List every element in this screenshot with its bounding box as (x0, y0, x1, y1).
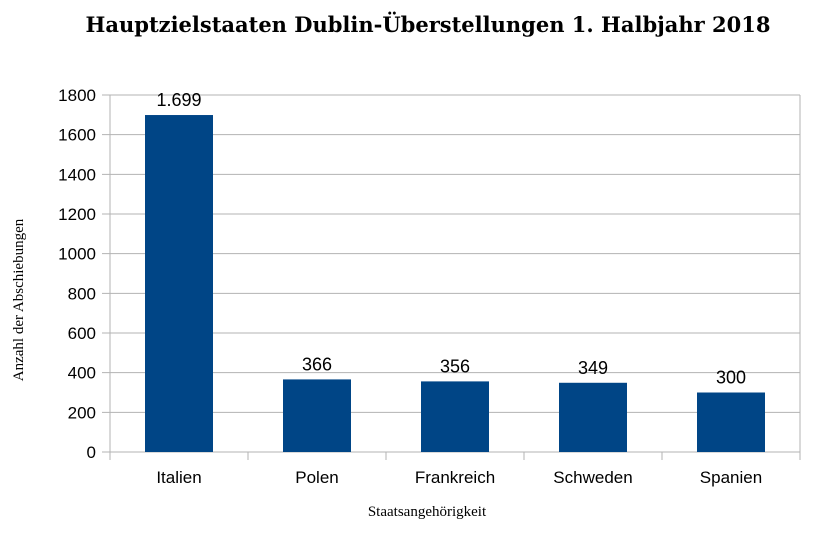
x-category-label: Polen (295, 468, 338, 487)
x-category-label: Schweden (553, 468, 632, 487)
chart-title: Hauptzielstaaten Dublin-Überstellungen 1… (86, 12, 771, 37)
data-label: 356 (440, 356, 470, 376)
bar-schweden (559, 382, 627, 452)
y-tick-label: 800 (68, 284, 96, 303)
y-tick-label: 1800 (58, 86, 96, 105)
data-label: 349 (578, 358, 608, 378)
x-axis-categories: Italien Polen Frankreich Schweden Spanien (156, 468, 762, 487)
bar-frankreich (421, 381, 489, 452)
bar-polen (283, 379, 351, 452)
data-labels: 1.699 366 356 349 300 (156, 90, 746, 387)
y-axis-title: Anzahl der Abschiebungen (11, 218, 27, 381)
data-label: 1.699 (156, 90, 201, 110)
y-tick-label: 1400 (58, 165, 96, 184)
y-tick-label: 0 (87, 443, 96, 462)
data-label: 300 (716, 368, 746, 388)
bar-spanien (697, 392, 765, 452)
y-tick-label: 1000 (58, 245, 96, 264)
x-category-label: Spanien (700, 468, 762, 487)
y-tick-label: 1200 (58, 205, 96, 224)
y-tick-label: 400 (68, 364, 96, 383)
x-axis-title: Staatsangehörigkeit (368, 504, 487, 520)
y-axis-ticks: 0 200 400 600 800 1000 1200 1400 1600 1800 (58, 86, 96, 462)
bars (145, 115, 765, 452)
gridlines (102, 94, 801, 460)
x-category-label: Frankreich (415, 468, 495, 487)
y-tick-label: 600 (68, 324, 96, 343)
x-category-label: Italien (156, 468, 201, 487)
y-tick-label: 200 (68, 403, 96, 422)
data-label: 366 (302, 354, 332, 374)
bar-italien (145, 115, 213, 452)
y-tick-label: 1600 (58, 126, 96, 145)
